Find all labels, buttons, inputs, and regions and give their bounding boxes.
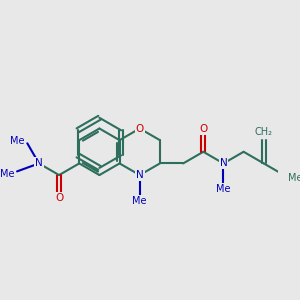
Text: N: N [220,158,227,168]
Text: N: N [35,158,43,168]
Text: Me: Me [216,184,231,194]
Text: O: O [199,124,207,134]
Text: O: O [55,193,63,203]
Text: Me: Me [10,136,25,146]
Text: N: N [136,170,144,180]
Text: Me: Me [133,196,147,206]
Text: Me: Me [0,169,14,179]
Text: Me: Me [287,173,300,183]
Text: O: O [136,124,144,134]
Text: CH₂: CH₂ [255,128,273,137]
